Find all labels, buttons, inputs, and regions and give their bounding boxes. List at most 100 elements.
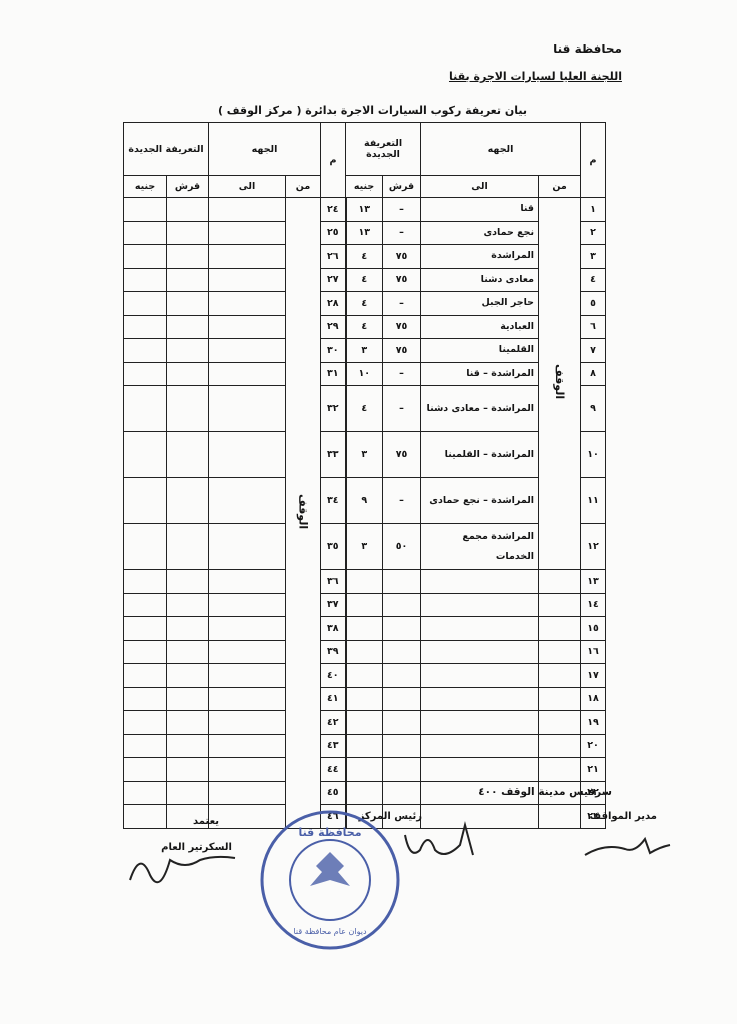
pounds — [123, 757, 167, 782]
service-note: سرفيس مدينة الوقف ٤٠٠ — [478, 786, 612, 798]
row-number: ٢٩ — [320, 314, 347, 339]
piasters: ٧٥ — [382, 267, 422, 292]
row-number: ١٧ — [580, 663, 607, 688]
from-place — [538, 757, 582, 782]
destination — [207, 361, 287, 386]
pounds — [345, 710, 384, 735]
destination — [207, 477, 287, 524]
row-number: ٣٣ — [320, 431, 347, 478]
table-row: ٥ حاجر الجبل –٤ ٢٨ — [123, 291, 607, 316]
destination — [207, 244, 287, 269]
destination: المراشدة – القلمينا — [420, 431, 540, 478]
pounds — [123, 780, 167, 805]
destination — [420, 569, 540, 594]
row-number: ٤٦ — [320, 804, 347, 829]
table-row: ١٥ ٣٨ — [123, 616, 607, 641]
row-number: ٤٢ — [320, 710, 347, 735]
from-place — [538, 733, 582, 758]
piasters — [382, 710, 422, 735]
pounds — [123, 804, 167, 829]
table-row: ٩ المراشدة – معادى دشنا –٤ ٣٢ — [123, 385, 607, 432]
destination — [207, 197, 287, 222]
pounds — [123, 639, 167, 664]
destination — [207, 267, 287, 292]
row-number: ٢٣ — [580, 804, 607, 829]
destination — [207, 314, 287, 339]
row-number: ٢٢ — [580, 780, 607, 805]
destination — [207, 733, 287, 758]
pounds — [123, 220, 167, 245]
destination — [420, 616, 540, 641]
center-head-label: رئيس المركز — [358, 811, 422, 822]
piasters — [166, 197, 209, 222]
piasters — [166, 338, 209, 363]
destination — [207, 710, 287, 735]
pounds — [345, 616, 384, 641]
piasters — [166, 686, 209, 711]
row-number: ١٦ — [580, 639, 607, 664]
piasters: ٧٥ — [382, 244, 422, 269]
statement: بيان تعريفة ركوب السيارات الاجرة بدائرة … — [217, 104, 527, 117]
row-number: ١٨ — [580, 686, 607, 711]
table-row: ١٩ ٤٢ — [123, 710, 607, 735]
destination: القلمينا — [420, 338, 540, 363]
destination: نجع حمادى — [420, 220, 540, 245]
piasters — [166, 780, 209, 805]
piasters — [166, 267, 209, 292]
row-number: ٤١ — [320, 686, 347, 711]
pounds — [123, 592, 167, 617]
to-header: الى — [420, 175, 540, 198]
destination: المراشدة — [420, 244, 540, 269]
piasters: ٧٥ — [382, 431, 422, 478]
row-number: ٧ — [580, 338, 607, 363]
row-number: ٣٨ — [320, 616, 347, 641]
pounds — [345, 663, 384, 688]
pounds — [123, 338, 167, 363]
destination: العبادية — [420, 314, 540, 339]
signature — [404, 821, 474, 856]
destination — [207, 220, 287, 245]
pounds: ٣ — [345, 338, 384, 363]
table-row: ٨ المراشدة – قنا –١٠ ٣١ — [123, 361, 607, 386]
table-row: ٢ نجع حمادى –١٣ ٢٥ — [123, 220, 607, 245]
row-number: ٣٠ — [320, 338, 347, 363]
pounds — [345, 757, 384, 782]
table-row: ١٦ ٣٩ — [123, 639, 607, 664]
table-row: ٣ المراشدة ٧٥ ٤ ٢٦ — [123, 244, 607, 269]
table-row: ١٢ المراشدة مجمع الخدمات ٥٠ ٣ ٣٥ — [123, 523, 607, 570]
row-number: ٥ — [580, 291, 607, 316]
destination — [207, 639, 287, 664]
table-row: ٧ القلمينا ٧٥ ٣ ٣٠ — [123, 338, 607, 363]
fare-header: التعريفة الجديدة — [123, 122, 209, 176]
row-number: ٤٣ — [320, 733, 347, 758]
piasters: – — [382, 220, 422, 245]
piasters — [382, 733, 422, 758]
row-number: ٩ — [580, 385, 607, 432]
from-place — [538, 686, 582, 711]
destination — [207, 616, 287, 641]
pounds — [123, 733, 167, 758]
row-number: ٢٠ — [580, 733, 607, 758]
row-number: ٢٧ — [320, 267, 347, 292]
from-header: من — [285, 175, 322, 198]
committee: اللجنة العليا لسيارات الاجرة بقنا — [448, 70, 622, 83]
piasters — [166, 431, 209, 478]
stations-manager-label: مدير المواقف — [589, 811, 657, 822]
table-body: ١ الوقف قنا –١٣ ٢٤ الوقف ٢ نجع حمادى –١٣ ٢٥ ٣ المرا… — [123, 197, 607, 829]
from-place — [538, 639, 582, 664]
destination: المراشدة مجمع الخدمات — [420, 523, 540, 570]
destination — [420, 639, 540, 664]
fare-header: التعريفة الجديدة — [345, 122, 422, 176]
row-number: ٢١ — [580, 757, 607, 782]
row-number: ٨ — [580, 361, 607, 386]
pounds — [345, 686, 384, 711]
row-number: ٣ — [580, 244, 607, 269]
table-row: ١٧ ٤٠ — [123, 663, 607, 688]
pounds: ٣ — [345, 523, 384, 570]
table-row: ٢١ ٤٤ — [123, 757, 607, 782]
table-row: ٦ العبادية ٧٥ ٤ ٢٩ — [123, 314, 607, 339]
row-number: ١٩ — [580, 710, 607, 735]
piasters — [166, 616, 209, 641]
stamp-bottom: ديوان عام محافظة قنا — [293, 927, 366, 936]
